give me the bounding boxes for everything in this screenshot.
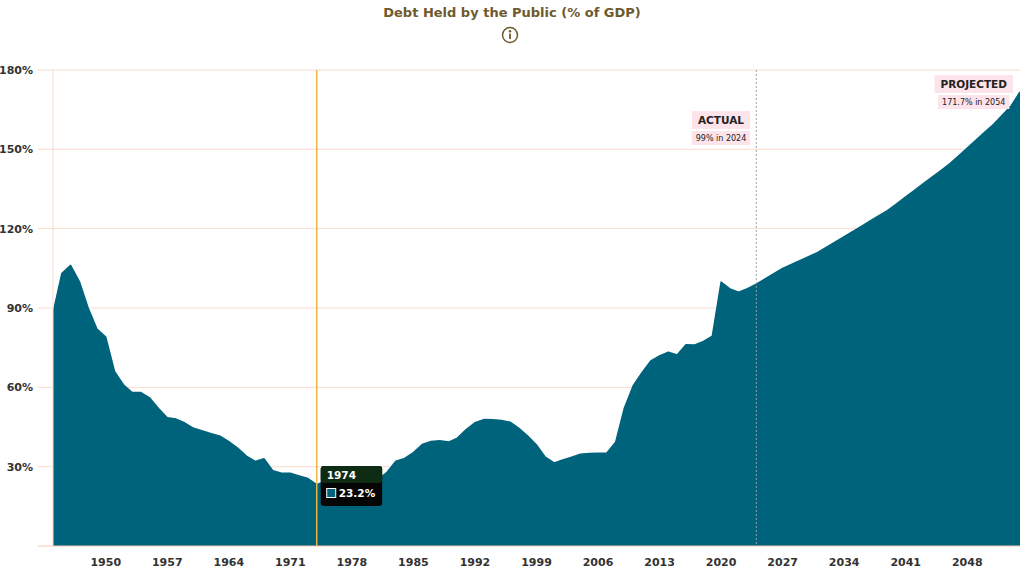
tooltip-box [321,466,382,506]
grid-line [38,70,1020,71]
y-tick-label: 90% [7,302,33,315]
x-tick-label: 1985 [398,556,429,569]
annotation-label: PROJECTED [940,78,1007,90]
x-tick-label: 1992 [460,556,491,569]
y-tick-label: 30% [7,461,33,474]
x-tick-label: 2013 [644,556,675,569]
annotation-text-box [938,95,1009,109]
x-axis-line [38,545,1020,546]
highlight-line [316,70,318,546]
x-tick-label: 1964 [214,556,245,569]
info-icon-ring [503,28,518,43]
annotation-label-box [692,111,750,129]
annotation-text: 171.7% in 2054 [942,98,1005,107]
plot-area [53,92,1020,546]
x-tick-label: 1999 [521,556,552,569]
x-tick-label: 2027 [767,556,798,569]
info-icon-dot [509,30,511,32]
area-line [53,92,1020,485]
x-tick-label: 1957 [152,556,183,569]
title: Debt Held by the Public (% of GDP) [383,5,641,20]
chart: Debt Held by the Public (% of GDP) 30% 60%… [0,0,1024,573]
info-icon-bar [509,34,511,40]
y-tick-label: 60% [7,381,33,394]
area-fill [53,92,1020,546]
annotation-text-box [692,131,751,145]
annotation: ACTUAL 99% in 2024 [692,111,751,145]
y-tick-label: 150% [0,143,33,156]
x-tick-label: 1971 [275,556,306,569]
x-tick-label: 1978 [337,556,368,569]
y-tick-label: 120% [0,223,33,236]
x-tick-label: 2034 [829,556,860,569]
y-axis-line [53,70,54,546]
grid-line [38,149,1020,150]
tooltip-swatch [327,489,336,498]
x-tick-label: 2041 [890,556,921,569]
y-tick-label: 180% [0,64,33,77]
divider-line [756,70,757,546]
tooltip-header [321,466,382,483]
tooltip-value: 23.2% [339,487,376,499]
x-tick-label: 2006 [583,556,614,569]
annotation-text: 99% in 2024 [696,134,747,143]
annotation-label-box [934,75,1013,93]
info-icon [503,28,518,43]
tooltip: 1974 23.2% [321,466,382,506]
annotation-label: ACTUAL [698,114,744,126]
annotation: PROJECTED 171.7% in 2054 [934,75,1013,109]
tooltip-title: 1974 [327,469,356,481]
x-tick-label: 1950 [90,556,121,569]
x-tick-label: 2020 [706,556,737,569]
x-tick-label: 2048 [952,556,983,569]
